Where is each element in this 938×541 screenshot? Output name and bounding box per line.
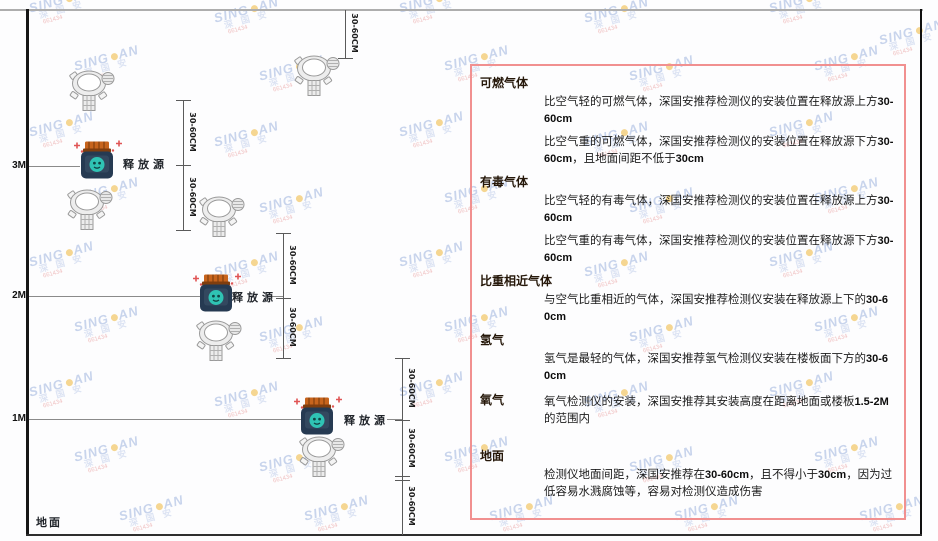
dimension-tick bbox=[276, 233, 291, 234]
dimension-tick bbox=[276, 298, 291, 299]
dimension-label: 30-60CM bbox=[188, 112, 197, 152]
dimension-tick bbox=[176, 165, 191, 166]
level-line bbox=[268, 296, 284, 297]
ceiling-line bbox=[0, 9, 923, 11]
section-title: 有毒气体 bbox=[480, 175, 529, 189]
level-line bbox=[387, 419, 403, 420]
section-title: 氢气 bbox=[480, 333, 505, 347]
section-paragraph: 比空气重的有毒气体，深国安推荐检测仪的安装位置在释放源下方30-60cm bbox=[544, 235, 894, 264]
dimension-break-tick bbox=[395, 480, 410, 481]
right-wall-line bbox=[920, 9, 922, 536]
release-source-label: 释放源 bbox=[123, 159, 168, 171]
release-source-label: 释放源 bbox=[344, 415, 389, 427]
left-wall-line bbox=[26, 9, 29, 536]
dimension-tick bbox=[395, 420, 410, 421]
gas-detector-icon bbox=[297, 433, 347, 484]
gas-detector-icon bbox=[197, 193, 247, 244]
section-body: 与空气比重相近的气体，深国安推荐检测仪安装在释放源上下的30-60cm bbox=[544, 292, 894, 325]
guideline-panel: 可燃气体比空气轻的可燃气体，深国安推荐检测仪的安装位置在释放源上方30-60cm… bbox=[470, 64, 906, 520]
panel-section: 地面检测仪地面间距，深国安推荐在30-60cm，且不得小于30cm，因为过低容易… bbox=[480, 448, 894, 500]
section-body: 比空气轻的有毒气体，深国安推荐检测仪的安装位置在释放源上方30-60cm 比空气重… bbox=[544, 193, 894, 266]
height-marker-1m: 1M bbox=[12, 413, 26, 424]
gas-detector-icon bbox=[292, 52, 342, 103]
release-source-icon bbox=[288, 396, 346, 443]
dimension-label: 30-60CM bbox=[288, 245, 297, 285]
section-title: 氧气 bbox=[480, 393, 505, 407]
section-title: 地面 bbox=[480, 449, 505, 463]
guideline-sections: 可燃气体比空气轻的可燃气体，深国安推荐检测仪的安装位置在释放源上方30-60cm… bbox=[480, 75, 894, 500]
section-paragraph: 氧气检测仪的安装，深国安推荐其安装高度在距离地面或楼板1.5-2M的范围内 bbox=[544, 396, 889, 425]
dimension-label: 30-60CM bbox=[407, 486, 416, 526]
release-source-icon bbox=[68, 140, 126, 187]
height-marker-3m: 3M bbox=[12, 160, 26, 171]
panel-section: 氧气 氧气检测仪的安装，深国安推荐其安装高度在距离地面或楼板1.5-2M的范围内 bbox=[480, 391, 894, 434]
dimension-tick bbox=[176, 230, 191, 231]
section-paragraph: 氢气是最轻的气体，深国安推荐氢气检测仪安装在楼板面下方的30-60cm bbox=[544, 353, 889, 382]
height-marker-2m: 2M bbox=[12, 290, 26, 301]
ground-label: 地面 bbox=[36, 517, 62, 529]
dimension-tick bbox=[395, 358, 410, 359]
section-body: 氧气检测仪的安装，深国安推荐其安装高度在距离地面或楼板1.5-2M的范围内 bbox=[544, 391, 894, 434]
dimension-line bbox=[283, 233, 284, 358]
dimension-label: 30-60CM bbox=[288, 307, 297, 347]
release-source-icon bbox=[187, 273, 245, 320]
section-paragraph: 与空气比重相近的气体，深国安推荐检测仪安装在释放源上下的30-60cm bbox=[544, 294, 889, 323]
floor-line bbox=[26, 534, 922, 536]
panel-section: 有毒气体比空气轻的有毒气体，深国安推荐检测仪的安装位置在释放源上方30-60cm… bbox=[480, 174, 894, 266]
gas-detector-icon bbox=[67, 67, 117, 118]
dimension-line bbox=[402, 358, 403, 535]
dimension-label: 30-60CM bbox=[350, 13, 359, 53]
dimension-label: 30-60CM bbox=[407, 368, 416, 408]
dimension-label: 30-60CM bbox=[407, 428, 416, 468]
gas-detector-icon bbox=[65, 186, 115, 237]
release-source-label: 释放源 bbox=[232, 292, 277, 304]
dimension-line bbox=[345, 10, 346, 58]
section-title: 可燃气体 bbox=[480, 76, 529, 90]
dimension-break-tick bbox=[395, 476, 410, 477]
level-line bbox=[29, 419, 303, 420]
panel-section: 可燃气体比空气轻的可燃气体，深国安推荐检测仪的安装位置在释放源上方30-60cm… bbox=[480, 75, 894, 167]
panel-section: 比重相近气体与空气比重相近的气体，深国安推荐检测仪安装在释放源上下的30-60c… bbox=[480, 273, 894, 325]
section-paragraph: 比空气轻的有毒气体，深国安推荐检测仪的安装位置在释放源上方30-60cm bbox=[544, 195, 894, 224]
dimension-label: 30-60CM bbox=[188, 177, 197, 217]
section-body: 比空气轻的可燃气体，深国安推荐检测仪的安装位置在释放源上方30-60cm 比空气重… bbox=[544, 94, 894, 167]
section-paragraph: 比空气轻的可燃气体，深国安推荐检测仪的安装位置在释放源上方30-60cm bbox=[544, 96, 894, 125]
level-line bbox=[29, 166, 80, 167]
dimension-tick bbox=[338, 58, 353, 59]
panel-section: 氢气氢气是最轻的气体，深国安推荐氢气检测仪安装在楼板面下方的30-60cm bbox=[480, 332, 894, 384]
dimension-tick bbox=[276, 358, 291, 359]
section-paragraph: 检测仪地面间距，深国安推荐在30-60cm，且不得小于30cm，因为过低容易水溅… bbox=[544, 469, 893, 498]
section-body: 氢气是最轻的气体，深国安推荐氢气检测仪安装在楼板面下方的30-60cm bbox=[544, 351, 894, 384]
section-title: 比重相近气体 bbox=[480, 274, 553, 288]
level-line bbox=[29, 296, 203, 297]
gas-detector-icon bbox=[194, 317, 244, 368]
dimension-tick bbox=[176, 100, 191, 101]
section-body: 检测仪地面间距，深国安推荐在30-60cm，且不得小于30cm，因为过低容易水溅… bbox=[544, 467, 894, 500]
section-paragraph: 比空气重的可燃气体，深国安推荐检测仪的安装位置在释放源下方30-60cm，且地面… bbox=[544, 136, 894, 165]
